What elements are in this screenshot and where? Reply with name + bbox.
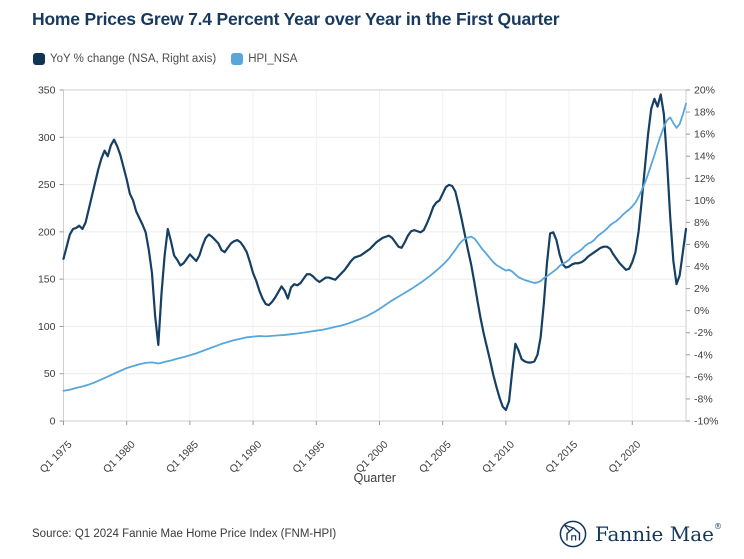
right-axis-tick-label: 12% — [694, 173, 715, 185]
registered-mark: ® — [714, 521, 722, 531]
x-axis-tick-label: Q1 2020 — [606, 439, 643, 476]
left-axis-tick-label: 300 — [38, 132, 56, 144]
right-axis-tick-label: -6% — [694, 371, 713, 383]
line-chart: 0 50 100 150 200 250 300 350 -10% -8% -6% -4% -2% 0% 2… — [0, 85, 744, 500]
left-axis-tick-label: 250 — [38, 179, 56, 191]
right-axis-tick-label: 20% — [694, 85, 715, 97]
x-axis-tick-label: Q1 2005 — [417, 439, 454, 476]
legend-item-yoy: YoY % change (NSA, Right axis) — [33, 53, 216, 65]
right-axis-tick-label: 18% — [694, 107, 715, 119]
right-axis-tick-label: 8% — [694, 217, 709, 229]
axes: 0 50 100 150 200 250 300 350 -10% -8% -6% -4% -2% 0% 2… — [38, 85, 719, 486]
x-axis-tick-label: Q1 1985 — [164, 439, 201, 476]
x-axis-tick-label: Q1 2015 — [543, 439, 580, 476]
x-axis-tick-label: Q1 1975 — [38, 439, 75, 476]
right-axis-tick-label: 2% — [694, 283, 709, 295]
left-axis-tick-label: 200 — [38, 226, 56, 238]
x-axis-title: Quarter — [354, 471, 396, 485]
x-axis-tick-label: Q1 2010 — [480, 439, 517, 476]
legend-swatch-yoy — [33, 53, 45, 65]
hpi-line — [62, 102, 687, 392]
right-axis-tick-label: 0% — [694, 305, 709, 317]
plot-border — [63, 89, 687, 422]
right-axis-tick-label: 14% — [694, 151, 715, 163]
legend-swatch-hpi — [231, 53, 244, 65]
footer: Source: Q1 2024 Fannie Mae Home Price In… — [0, 508, 744, 559]
right-axis-tick-label: -10% — [694, 416, 719, 428]
fannie-mae-logo-icon — [559, 520, 587, 547]
legend-item-hpi: HPI_NSA — [231, 53, 297, 65]
gridlines — [63, 89, 686, 422]
legend-label-yoy: YoY % change (NSA, Right axis) — [50, 53, 217, 65]
chart-svg: 0 50 100 150 200 250 300 350 -10% -8% -6% -4% -2% 0% 2… — [38, 85, 719, 486]
left-axis-tick-label: 0 — [50, 416, 56, 428]
left-axis-tick-label: 150 — [38, 274, 56, 286]
source-note: Source: Q1 2024 Fannie Mae Home Price In… — [32, 527, 337, 540]
x-axis-tick-label: Q1 1980 — [101, 439, 138, 476]
x-axis-tick-label: Q1 1990 — [227, 439, 264, 476]
left-axis-tick-label: 50 — [44, 368, 56, 380]
right-axis-tick-label: -4% — [694, 349, 713, 361]
yoy-line — [62, 93, 688, 412]
x-axis-tick-label: Q1 1995 — [290, 439, 327, 476]
legend-label-hpi: HPI_NSA — [248, 53, 298, 65]
right-axis-tick-label: 16% — [694, 129, 715, 141]
page-title: Home Prices Grew 7.4 Percent Year over Y… — [32, 9, 560, 29]
left-axis-tick-label: 350 — [38, 85, 56, 97]
right-axis-tick-label: 4% — [694, 261, 709, 273]
right-axis-tick-label: -8% — [694, 393, 713, 405]
right-axis-tick-label: 10% — [694, 195, 715, 207]
chart-legend: YoY % change (NSA, Right axis) HPI_NSA — [33, 53, 297, 65]
left-axis-tick-label: 100 — [38, 321, 56, 333]
right-axis-tick-label: 6% — [694, 239, 709, 251]
fannie-mae-wordmark: Fannie Mae® — [594, 521, 722, 546]
fannie-mae-logo: Fannie Mae® — [558, 519, 722, 549]
right-axis-tick-label: -2% — [694, 327, 713, 339]
